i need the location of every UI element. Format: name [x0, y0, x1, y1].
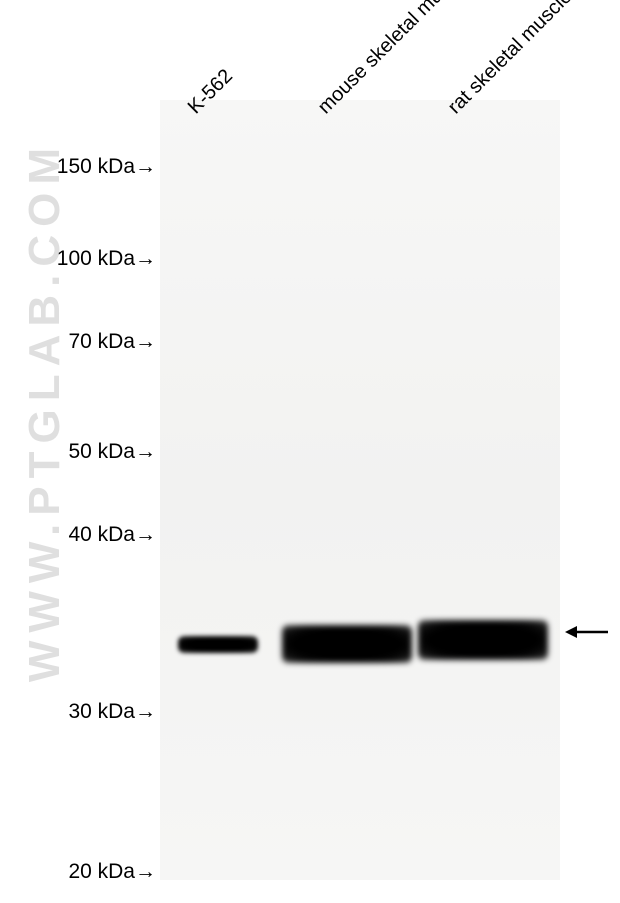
mw-label: 70 kDa→	[68, 330, 156, 354]
figure-container: WWW.PTGLAB.COM K-562mouse skeletal muscl…	[0, 0, 620, 903]
band-arrow-icon	[565, 622, 613, 642]
mw-label: 20 kDa→	[68, 860, 156, 884]
blot-membrane	[160, 100, 560, 880]
mw-label: 100 kDa→	[57, 247, 156, 271]
protein-band	[178, 636, 258, 653]
mw-label: 40 kDa→	[68, 523, 156, 547]
watermark-text: WWW.PTGLAB.COM	[20, 140, 70, 682]
protein-band	[418, 620, 548, 660]
protein-band	[282, 625, 412, 663]
mw-label: 50 kDa→	[68, 440, 156, 464]
mw-label: 150 kDa→	[57, 155, 156, 179]
mw-label: 30 kDa→	[68, 700, 156, 724]
